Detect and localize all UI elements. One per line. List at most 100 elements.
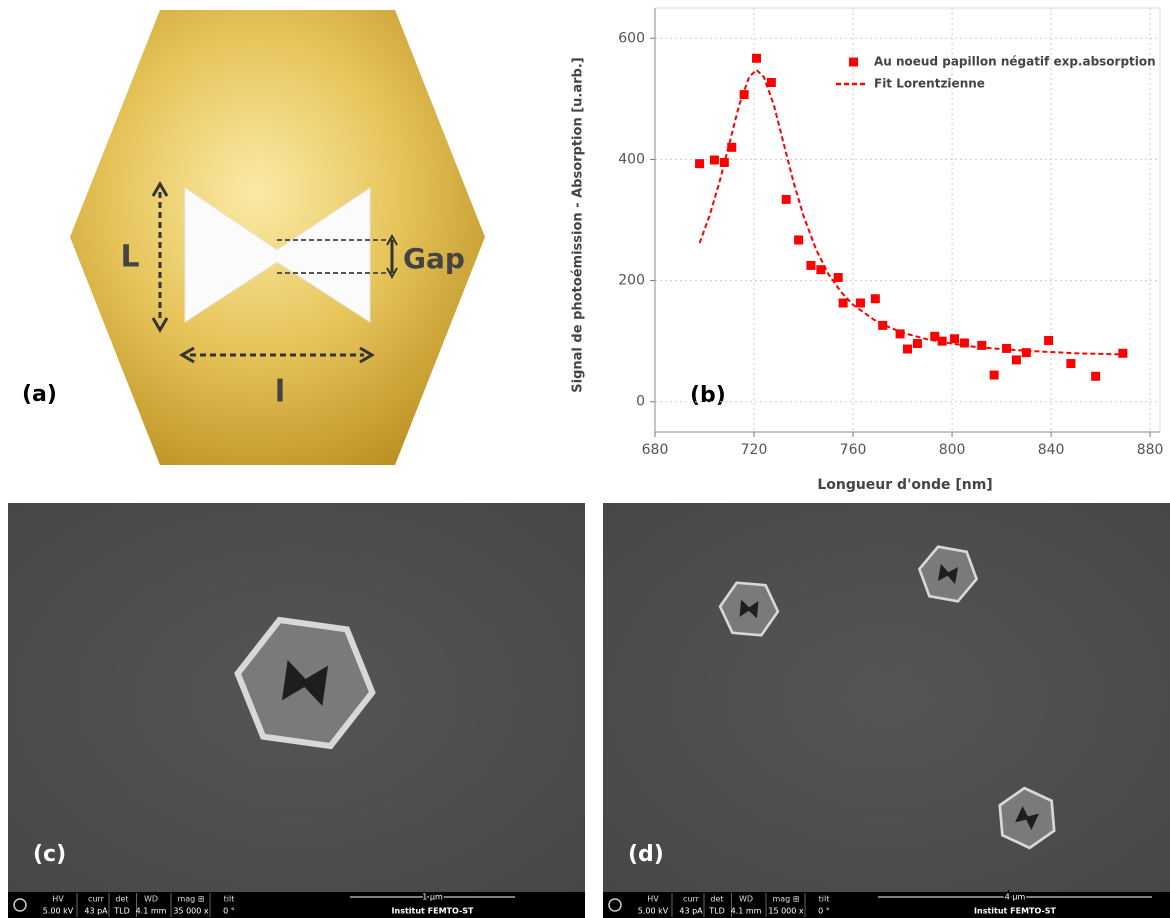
data-point bbox=[1021, 348, 1031, 358]
data-point bbox=[781, 194, 791, 204]
gold-hexagon bbox=[70, 10, 485, 465]
data-point bbox=[1118, 348, 1128, 358]
info-header: WD bbox=[144, 895, 158, 904]
logo bbox=[13, 898, 27, 912]
y-tick-label: 200 bbox=[618, 273, 645, 289]
info-header: curr bbox=[88, 895, 105, 904]
info-value: TLD bbox=[113, 907, 130, 916]
y-tick-label: 400 bbox=[618, 151, 645, 167]
data-point bbox=[950, 334, 960, 344]
bowtie bbox=[184, 187, 371, 323]
data-point bbox=[989, 370, 999, 380]
data-point bbox=[870, 294, 880, 304]
data-point bbox=[930, 331, 940, 341]
data-point bbox=[739, 90, 749, 100]
x-tick-label: 880 bbox=[1137, 442, 1164, 458]
legend-label: Au noeud papillon négatif exp.absorption bbox=[874, 55, 1156, 69]
data-point bbox=[959, 338, 969, 348]
data-point bbox=[695, 159, 705, 169]
info-value: 15 000 x bbox=[768, 907, 804, 916]
y-axis-label: Signal de photoémission - Absorption [u.… bbox=[571, 57, 586, 392]
y-tick-label: 0 bbox=[636, 394, 645, 410]
info-header: curr bbox=[683, 895, 700, 904]
info-header: HV bbox=[52, 895, 64, 904]
info-value: 0 ° bbox=[223, 907, 235, 916]
info-bar bbox=[8, 892, 585, 918]
info-value: 0 ° bbox=[818, 907, 830, 916]
info-value: 4.1 mm bbox=[731, 907, 762, 916]
gap-label: Gap bbox=[403, 242, 465, 275]
legend-label: Fit Lorentzienne bbox=[874, 77, 985, 91]
data-point bbox=[1066, 359, 1076, 369]
sem-panel-c: (c) HV 5.00 kV curr 43 pA det TLD WD 4.1 mm mag ⊞… bbox=[8, 503, 585, 918]
data-point bbox=[806, 260, 816, 270]
arrow-head bbox=[386, 233, 398, 246]
info-header: mag ⊞ bbox=[177, 895, 204, 904]
x-tick-label: 840 bbox=[1038, 442, 1065, 458]
info-value: 4.1 mm bbox=[136, 907, 167, 916]
data-point bbox=[1011, 355, 1021, 365]
data-point bbox=[794, 235, 804, 245]
x-tick-label: 760 bbox=[840, 442, 867, 458]
info-value: 5.00 kV bbox=[43, 907, 74, 916]
data-point bbox=[878, 320, 888, 330]
fit-line bbox=[698, 68, 1123, 356]
data-point bbox=[1044, 336, 1054, 346]
length-label: L bbox=[120, 240, 139, 275]
data-point bbox=[838, 298, 848, 308]
plot-frame bbox=[654, 7, 1161, 433]
panel-a: L l Gap (a) bbox=[22, 10, 485, 465]
panel-label: (d) bbox=[628, 842, 664, 867]
arrow-head bbox=[151, 317, 169, 333]
panel-label: (a) bbox=[22, 382, 57, 407]
institute: Institut FEMTO-ST bbox=[974, 907, 1057, 916]
info-value: TLD bbox=[708, 907, 725, 916]
info-value: 43 pA bbox=[679, 907, 703, 916]
particle-bowtie bbox=[937, 563, 959, 585]
arrow-head bbox=[386, 267, 398, 280]
data-point bbox=[766, 78, 776, 88]
info-header: tilt bbox=[224, 895, 235, 904]
arrow-head bbox=[151, 181, 169, 197]
arrow-head bbox=[359, 346, 375, 364]
chart: 0 200 400 600 680 720 760 800 840 880 Au noeud pap… bbox=[618, 7, 1164, 458]
x-tick-label: 720 bbox=[741, 442, 768, 458]
x-tick-label: 800 bbox=[939, 442, 966, 458]
particle-bowtie bbox=[281, 659, 329, 707]
info-header: mag ⊞ bbox=[772, 895, 799, 904]
data-point bbox=[912, 339, 922, 349]
info-header: WD bbox=[739, 895, 753, 904]
info-value: 43 pA bbox=[84, 907, 108, 916]
data-point bbox=[816, 265, 826, 275]
legend-marker bbox=[849, 57, 858, 67]
arrow-head bbox=[179, 346, 195, 364]
logo bbox=[608, 898, 622, 912]
data-point bbox=[709, 155, 719, 165]
scale-bar-label: 1 μm bbox=[422, 893, 443, 902]
panel-label: (b) bbox=[690, 383, 726, 408]
sem-image bbox=[603, 503, 1170, 892]
x-tick-label: 680 bbox=[642, 442, 669, 458]
institute: Institut FEMTO-ST bbox=[392, 907, 475, 916]
data-point bbox=[855, 298, 865, 308]
y-tick-label: 600 bbox=[618, 30, 645, 46]
info-header: HV bbox=[647, 895, 659, 904]
data-point bbox=[727, 142, 737, 152]
width-label: l bbox=[275, 375, 285, 410]
data-point bbox=[903, 344, 912, 354]
info-bar bbox=[603, 892, 1170, 918]
panel-label: (c) bbox=[33, 842, 66, 867]
data-point bbox=[833, 273, 843, 283]
info-value: 5.00 kV bbox=[638, 907, 669, 916]
sem-panel-d: (d) HV 5.00 kV curr 43 pA det TLD WD 4.1 mm mag ⊞… bbox=[603, 503, 1170, 918]
data-point bbox=[751, 53, 761, 63]
info-value: 35 000 x bbox=[173, 907, 209, 916]
info-header: det bbox=[115, 895, 128, 904]
data-point bbox=[895, 329, 905, 339]
x-axis-label: Longueur d'onde [nm] bbox=[817, 477, 992, 493]
scale-bar-label: 4 μm bbox=[1005, 893, 1026, 902]
info-header: det bbox=[710, 895, 723, 904]
data-point bbox=[977, 340, 987, 350]
particle-bowtie bbox=[739, 599, 759, 619]
